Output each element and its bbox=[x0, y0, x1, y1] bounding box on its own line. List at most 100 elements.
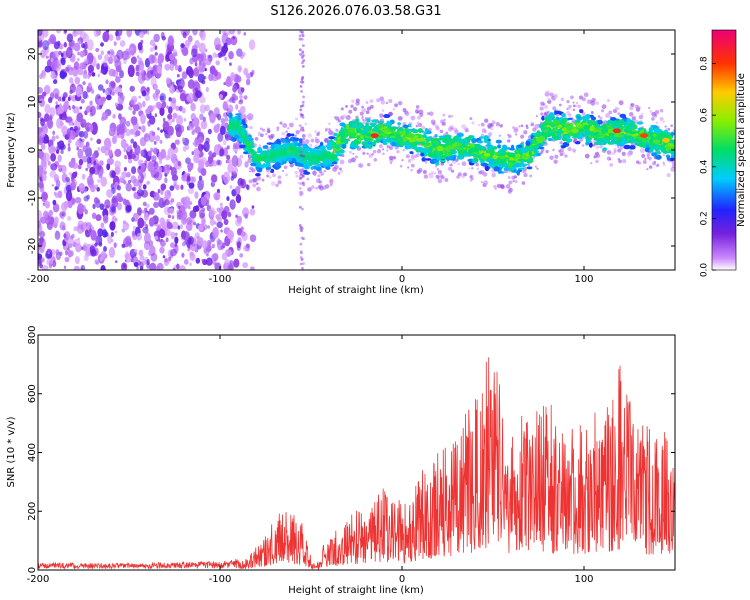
spectrogram-point bbox=[177, 205, 181, 210]
spectrogram-point bbox=[420, 130, 425, 133]
spectrogram-point bbox=[566, 111, 570, 115]
spectrogram-point bbox=[54, 216, 59, 225]
spectrogram-point bbox=[595, 159, 599, 164]
spectrogram-point bbox=[196, 236, 204, 246]
spectrogram-point bbox=[486, 140, 491, 145]
spectrogram-point bbox=[351, 99, 355, 103]
spectrogram-point bbox=[243, 95, 248, 100]
spectrogram-point bbox=[261, 151, 266, 155]
spectrogram-point bbox=[459, 173, 464, 178]
spectrogram-point bbox=[83, 58, 89, 65]
spectrogram-point bbox=[469, 179, 473, 182]
spectrogram-point bbox=[540, 151, 544, 154]
spectrogram-point bbox=[248, 170, 252, 173]
snr-x-tick-label: -100 bbox=[209, 574, 232, 585]
spectrogram-point bbox=[95, 214, 102, 222]
spectrogram-point bbox=[190, 217, 195, 223]
spectrogram-point bbox=[577, 128, 585, 132]
spectrogram-point bbox=[614, 144, 617, 147]
spectrogram-point bbox=[444, 152, 452, 157]
spectrogram-point bbox=[130, 175, 137, 184]
spectrogram-point bbox=[159, 139, 163, 144]
spectrogram-point bbox=[129, 128, 135, 135]
spectrogram-point bbox=[40, 49, 46, 59]
spectrogram-point bbox=[430, 119, 436, 125]
spectrogram-point bbox=[345, 115, 351, 121]
spectrogram-point bbox=[655, 121, 659, 124]
spectrogram-point bbox=[225, 249, 230, 255]
spectrogram-point bbox=[57, 96, 62, 102]
spectrogram-point bbox=[299, 262, 303, 266]
spectrogram-point bbox=[461, 161, 467, 167]
snr-series-line bbox=[38, 357, 675, 570]
spectrogram-point bbox=[458, 150, 464, 154]
spectrogram-point bbox=[539, 123, 546, 127]
spectrogram-point bbox=[124, 252, 130, 259]
spectrogram-point bbox=[239, 52, 244, 60]
spectrogram-point bbox=[579, 109, 584, 114]
spectrogram-point bbox=[237, 228, 242, 236]
spectrogram-point bbox=[379, 96, 385, 101]
spectrogram-point bbox=[115, 35, 121, 41]
spectrogram-point bbox=[666, 156, 671, 161]
spectrogram-point bbox=[181, 107, 186, 114]
spectrogram-point bbox=[220, 229, 223, 233]
spectrogram-hotspot bbox=[347, 128, 356, 134]
spectrogram-point bbox=[110, 231, 114, 237]
spectrogram-point bbox=[548, 117, 553, 122]
spectrogram-point bbox=[618, 159, 622, 164]
spectrogram-point bbox=[286, 148, 292, 154]
spectrogram-point bbox=[448, 114, 452, 118]
spectrogram-point bbox=[671, 164, 675, 169]
spectrogram-point bbox=[101, 96, 107, 102]
spectrogram-point bbox=[186, 175, 191, 182]
spectrogram-point bbox=[40, 131, 46, 138]
spectrogram-point bbox=[509, 147, 516, 151]
spectrogram-point bbox=[152, 104, 156, 110]
spectrogram-point bbox=[298, 205, 302, 209]
spectrogram-point bbox=[193, 221, 197, 226]
spectrogram-point bbox=[449, 149, 456, 153]
spectrogram-point bbox=[41, 173, 47, 182]
spectrogram-point bbox=[229, 118, 235, 123]
spectrogram-point bbox=[308, 154, 313, 159]
spectrogram-point bbox=[142, 226, 149, 234]
spectrogram-point bbox=[89, 100, 93, 107]
spectrogram-point bbox=[81, 155, 88, 163]
spectrogram-point bbox=[527, 148, 533, 151]
spectrogram-point bbox=[275, 148, 281, 155]
spectrogram-point bbox=[137, 71, 145, 84]
spectrogram-point bbox=[148, 130, 156, 143]
snr-x-ticks: -200 -100 0 100 bbox=[27, 335, 594, 585]
spectrogram-point bbox=[138, 65, 145, 74]
spectrogram-point bbox=[114, 102, 119, 108]
spectrogram-point bbox=[334, 117, 337, 120]
spectrogram-point bbox=[317, 174, 321, 178]
spectrogram-point bbox=[614, 106, 618, 110]
spectrogram-point bbox=[73, 265, 81, 270]
spectrogram-point bbox=[628, 111, 634, 117]
spectrogram-point bbox=[668, 139, 675, 144]
spectrogram-point bbox=[153, 94, 159, 102]
spectrogram-point bbox=[597, 115, 601, 118]
spectrogram-point bbox=[174, 236, 179, 244]
spectrogram-point bbox=[572, 104, 576, 108]
spectrogram-point bbox=[652, 125, 658, 129]
spectrogram-point bbox=[341, 143, 347, 149]
spectrogram-point bbox=[97, 179, 101, 183]
spectrogram-point bbox=[171, 215, 175, 220]
spectrogram-point bbox=[169, 207, 174, 214]
spectrogram-point bbox=[400, 141, 405, 147]
colorbar-gradient bbox=[711, 29, 737, 271]
spectrogram-point bbox=[301, 173, 305, 177]
spectrogram-point bbox=[142, 100, 146, 108]
spectrogram-point bbox=[145, 108, 151, 115]
spectrogram-point bbox=[301, 181, 305, 185]
spectrogram-point bbox=[542, 132, 550, 136]
spectrogram-point bbox=[301, 33, 304, 37]
spectrogram-point bbox=[115, 260, 118, 263]
spectrogram-point bbox=[119, 70, 124, 79]
spectrogram-point bbox=[454, 129, 459, 135]
spectrogram-point bbox=[295, 130, 300, 135]
